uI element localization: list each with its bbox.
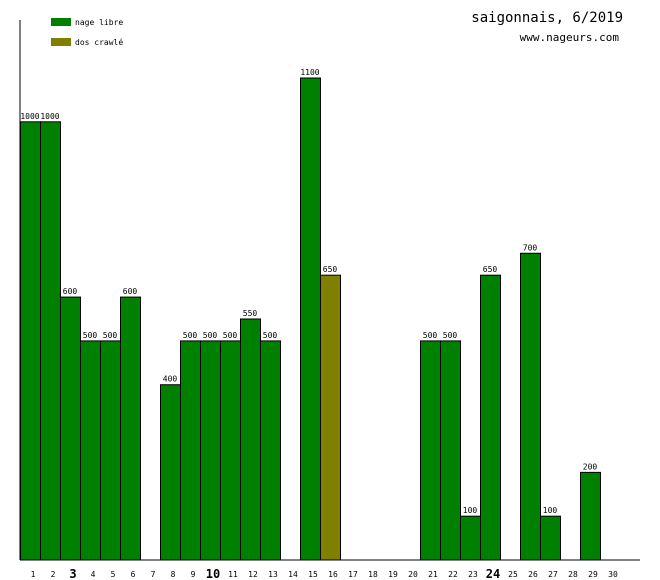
bar-value-label: 500 [423,331,438,340]
bar-value-label: 600 [123,287,138,296]
x-tick-label: 16 [328,570,338,579]
bar-value-label: 100 [543,506,558,515]
bars [20,77,601,561]
x-tick-label: 6 [131,570,136,579]
bar [540,515,561,561]
value-labels: 1000 1000 600 500 500 600 400 500 500 500 550 500 11… [20,68,597,515]
bar-value-label: 500 [263,331,278,340]
x-tick-label: 8 [171,570,176,579]
bar [460,515,481,561]
x-tick-label: 23 [468,570,478,579]
bar [200,340,221,561]
bar [300,77,321,561]
bar [160,384,181,561]
bar [520,252,541,561]
bar-value-label: 500 [183,331,198,340]
bar-value-label: 200 [583,462,598,471]
x-tick-label: 27 [548,570,558,579]
legend-label: dos crawlé [75,37,123,47]
x-tick-labels: 1 2 3 4 5 6 7 8 9 10 11 12 13 14 15 16 17 18 19 20 21 22 23 24 2… [31,567,618,580]
legend-swatch [51,18,71,26]
bar [440,340,461,561]
x-tick-label: 2 [51,570,56,579]
x-tick-label: 28 [568,570,578,579]
chart-subtitle: www.nageurs.com [520,31,620,44]
x-tick-label: 15 [308,570,318,579]
legend-label: nage libre [75,18,123,27]
bar-value-label: 500 [443,331,458,340]
chart-title: saigonnais, 6/2019 [471,10,623,26]
x-tick-label: 7 [151,570,156,579]
x-tick-label: 12 [248,570,258,579]
x-tick-label: 3 [69,567,76,580]
bar [580,471,601,561]
bar-value-label: 500 [103,331,118,340]
x-tick-label: 25 [508,570,518,579]
bar-value-label: 1100 [300,68,319,77]
x-tick-label: 10 [206,567,220,580]
x-tick-label: 13 [268,570,278,579]
bar [320,274,341,561]
x-tick-label: 24 [486,567,500,580]
bar [420,340,441,561]
bar-value-label: 100 [463,506,478,515]
bar [260,340,281,561]
bar-value-label: 1000 [40,112,59,121]
x-tick-label: 29 [588,570,598,579]
bar [240,318,261,561]
bar [180,340,201,561]
bar [220,340,241,561]
bar-value-label: 500 [83,331,98,340]
bar-value-label: 600 [63,287,78,296]
bar-value-label: 400 [163,375,178,384]
x-tick-label: 22 [448,570,458,579]
x-tick-label: 5 [111,570,116,579]
bar-value-label: 500 [203,331,218,340]
bar-value-label: 1000 [20,112,39,121]
bar-value-label: 650 [323,265,338,274]
legend-swatch [51,38,71,46]
bar-value-label: 550 [243,309,258,318]
x-tick-label: 26 [528,570,538,579]
x-tick-label: 19 [388,570,398,579]
x-tick-label: 17 [348,570,358,579]
bar-value-label: 650 [483,265,498,274]
bar [20,121,41,561]
x-tick-label: 21 [428,570,438,579]
x-tick-label: 1 [31,570,36,579]
bar [480,274,501,561]
x-tick-label: 18 [368,570,378,579]
x-tick-label: 14 [288,570,298,579]
bar [40,121,61,561]
x-tick-label: 9 [191,570,196,579]
bar-value-label: 500 [223,331,238,340]
bar [100,340,121,561]
bar-value-label: 700 [523,243,538,252]
bar [80,340,101,561]
bar [120,296,141,561]
legend: nage libre dos crawlé [51,18,123,47]
x-tick-label: 20 [408,570,418,579]
bar [60,296,81,561]
x-tick-label: 4 [91,570,96,579]
x-tick-label: 11 [228,570,238,579]
x-tick-label: 30 [608,570,618,579]
